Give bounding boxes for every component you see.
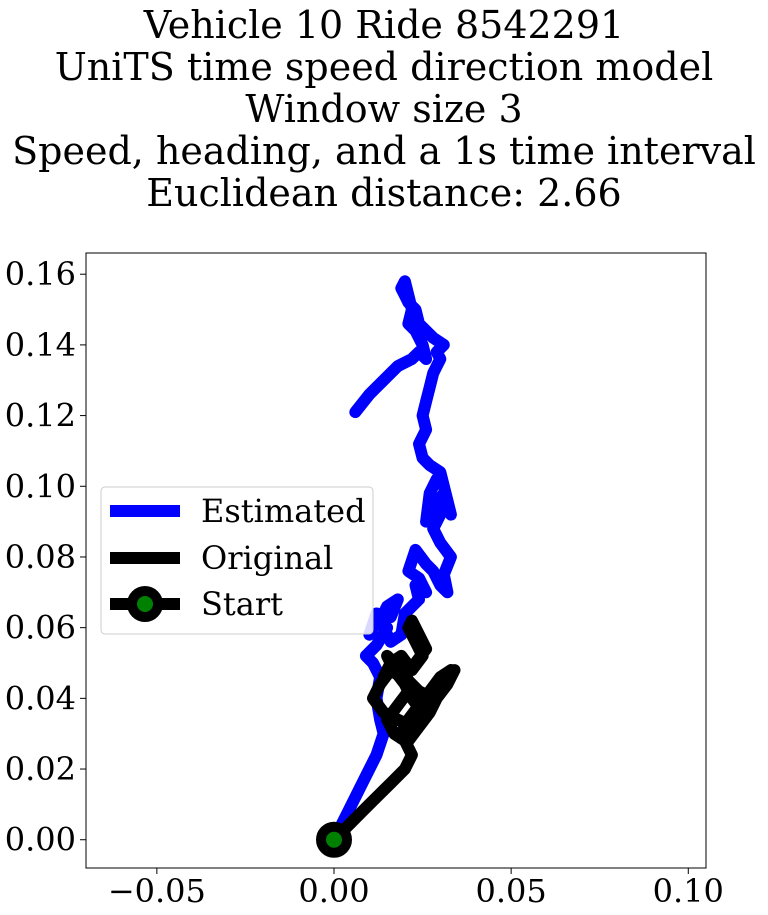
legend-label-original: Original xyxy=(201,539,333,577)
start-point-marker xyxy=(321,827,347,853)
x-tick-label: −0.05 xyxy=(108,872,206,910)
legend-label-start: Start xyxy=(201,585,283,623)
y-tick-label: 0.10 xyxy=(5,467,76,505)
x-tick-label: 0.00 xyxy=(298,872,369,910)
y-tick-label: 0.12 xyxy=(5,397,76,435)
x-tick-label: 0.05 xyxy=(476,872,547,910)
x-tick-label: 0.10 xyxy=(653,872,724,910)
y-tick-label: 0.14 xyxy=(5,326,76,364)
y-tick-label: 0.00 xyxy=(5,821,76,859)
y-tick-label: 0.16 xyxy=(5,255,76,293)
y-tick-label: 0.06 xyxy=(5,609,76,647)
legend-start-marker xyxy=(132,591,158,617)
y-tick-label: 0.04 xyxy=(5,679,76,717)
y-tick-label: 0.02 xyxy=(5,750,76,788)
y-tick-label: 0.08 xyxy=(5,538,76,576)
legend-label-estimated: Estimated xyxy=(201,492,366,530)
